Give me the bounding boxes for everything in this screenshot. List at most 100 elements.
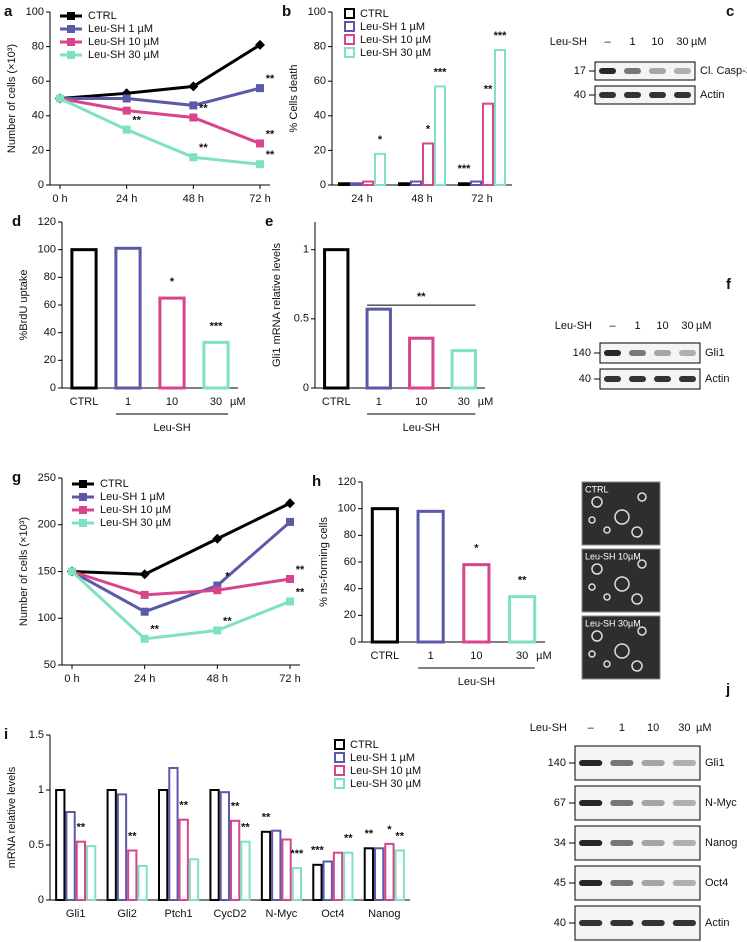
legend-marker bbox=[79, 506, 87, 514]
band bbox=[672, 880, 696, 886]
significance: ** bbox=[296, 586, 305, 598]
bar bbox=[332, 851, 344, 902]
lane-label: 30 bbox=[681, 320, 693, 332]
y-tick-label: 40 bbox=[344, 583, 356, 595]
panel-letter: b bbox=[282, 3, 291, 20]
bar bbox=[188, 858, 200, 901]
x-tick-label: 30 bbox=[516, 650, 528, 662]
y-axis-title: Number of cells (×10³) bbox=[18, 517, 30, 626]
x-tick-label: 0 h bbox=[64, 673, 79, 685]
bar bbox=[350, 182, 362, 187]
series-line bbox=[59, 43, 261, 100]
significance: *** bbox=[494, 30, 508, 42]
band bbox=[672, 760, 696, 766]
bar bbox=[458, 182, 470, 187]
lane-label: 30 bbox=[678, 722, 690, 734]
x-tick-label: 72 h bbox=[279, 673, 300, 685]
significance: *** bbox=[458, 163, 472, 175]
x-tick-label: Ptch1 bbox=[165, 908, 193, 920]
sphere bbox=[588, 583, 596, 591]
x-tick-label: Nanog bbox=[368, 908, 400, 920]
series-line bbox=[60, 86, 261, 107]
lane-label: 1 bbox=[629, 36, 635, 48]
significance: ** bbox=[128, 830, 137, 842]
point bbox=[189, 101, 198, 110]
significance: ** bbox=[199, 142, 208, 154]
band bbox=[641, 920, 665, 926]
panel-letter: d bbox=[12, 213, 21, 230]
bar bbox=[312, 863, 323, 901]
sphere bbox=[603, 526, 611, 534]
y-axis-title: Number of cells (×10³) bbox=[6, 44, 18, 153]
y-tick-label: 0 bbox=[38, 894, 44, 906]
legend-label: Leu-SH 1 µM bbox=[88, 23, 153, 35]
panel-letter: c bbox=[726, 3, 734, 20]
x-tick-label: 0 h bbox=[52, 193, 67, 205]
bar bbox=[434, 85, 446, 186]
protein-label: Nanog bbox=[705, 837, 737, 849]
bar bbox=[508, 595, 537, 644]
bar bbox=[462, 563, 491, 644]
lane-label: – bbox=[604, 36, 611, 48]
legend-marker bbox=[334, 739, 345, 750]
series-line bbox=[59, 97, 261, 145]
bar bbox=[370, 507, 399, 644]
group-label: Leu-SH bbox=[403, 422, 440, 434]
band bbox=[604, 376, 621, 382]
band bbox=[579, 760, 603, 766]
y-tick-label: 100 bbox=[308, 6, 326, 18]
y-tick-label: 120 bbox=[38, 216, 56, 228]
x-tick-label: Oct4 bbox=[321, 908, 344, 920]
x-tick-label: 10 bbox=[415, 396, 427, 408]
y-tick-label: 150 bbox=[38, 565, 56, 577]
bar bbox=[209, 789, 220, 901]
band bbox=[674, 68, 691, 74]
band bbox=[641, 760, 665, 766]
point bbox=[189, 113, 198, 122]
sphere bbox=[614, 576, 630, 592]
y-tick-label: 60 bbox=[314, 75, 326, 87]
micrograph bbox=[581, 481, 661, 546]
y-tick-label: 1 bbox=[38, 784, 44, 796]
lane-label: 1 bbox=[619, 722, 625, 734]
y-tick-label: 0 bbox=[350, 636, 356, 648]
x-tick-label: N-Myc bbox=[266, 908, 298, 920]
significance: ** bbox=[150, 624, 159, 636]
panel-letter: h bbox=[312, 473, 321, 490]
legend-marker bbox=[79, 519, 87, 527]
legend-label: Leu-SH 1 µM bbox=[360, 21, 425, 33]
treatment-label: Leu-SH bbox=[550, 36, 587, 48]
bar bbox=[114, 246, 142, 390]
protein-label: Gli1 bbox=[705, 347, 725, 359]
bar bbox=[322, 860, 333, 901]
significance: ** bbox=[344, 833, 353, 845]
series-line bbox=[59, 97, 261, 166]
protein-label: N-Myc bbox=[705, 797, 737, 809]
band bbox=[649, 68, 666, 74]
marker-label: 40 bbox=[554, 917, 566, 929]
legend-marker bbox=[79, 480, 87, 488]
panel-letter: e bbox=[265, 213, 273, 230]
treatment-label: Leu-SH bbox=[530, 722, 567, 734]
sphere bbox=[631, 660, 643, 672]
y-tick-label: 100 bbox=[26, 6, 44, 18]
band bbox=[654, 376, 671, 382]
unit-label: µM bbox=[696, 722, 712, 734]
significance: ** bbox=[266, 73, 275, 85]
panel-letter: j bbox=[725, 681, 730, 698]
legend-label: Leu-SH 1 µM bbox=[350, 752, 415, 764]
bar bbox=[127, 849, 138, 901]
legend-marker bbox=[344, 47, 355, 58]
x-tick-label: 48 h bbox=[411, 193, 432, 205]
x-tick-label: 10 bbox=[470, 650, 482, 662]
significance: *** bbox=[210, 320, 224, 332]
band bbox=[654, 350, 671, 356]
y-tick-label: 20 bbox=[32, 144, 44, 156]
significance: ** bbox=[296, 564, 305, 576]
x-tick-label: 30 bbox=[458, 396, 470, 408]
bar bbox=[75, 840, 87, 902]
bar bbox=[219, 791, 230, 902]
legend-label: Leu-SH 1 µM bbox=[100, 491, 165, 503]
legend-label: Leu-SH 30 µM bbox=[88, 49, 159, 61]
